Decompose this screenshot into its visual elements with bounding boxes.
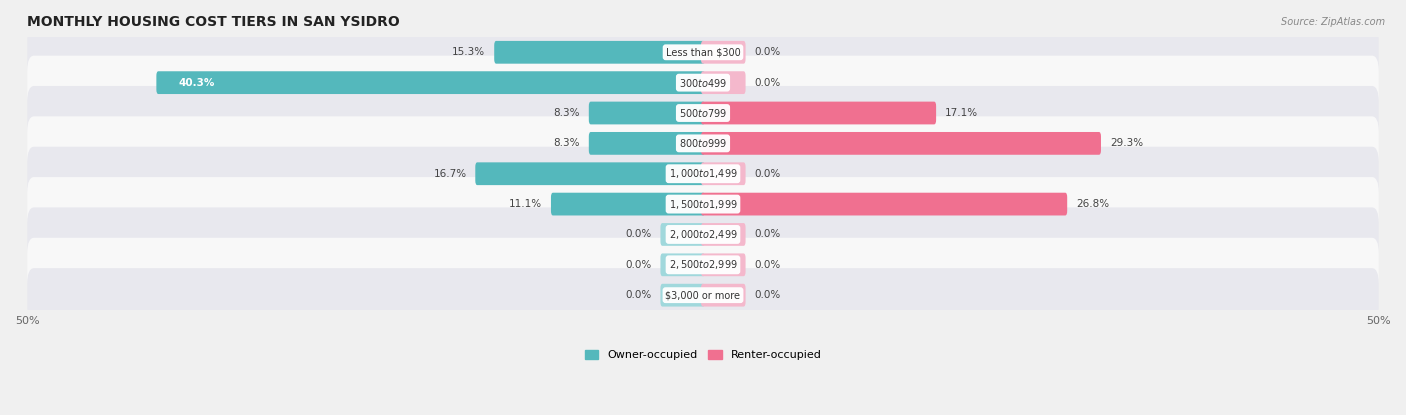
Text: 0.0%: 0.0% [755,169,780,179]
FancyBboxPatch shape [702,223,745,246]
Text: 11.1%: 11.1% [509,199,543,209]
FancyBboxPatch shape [702,41,745,63]
Text: $1,000 to $1,499: $1,000 to $1,499 [669,167,737,180]
FancyBboxPatch shape [589,102,704,124]
Text: $800 to $999: $800 to $999 [679,137,727,149]
FancyBboxPatch shape [27,147,1379,201]
FancyBboxPatch shape [702,193,1067,215]
FancyBboxPatch shape [27,177,1379,231]
Text: 40.3%: 40.3% [179,78,215,88]
FancyBboxPatch shape [661,223,704,246]
Text: $1,500 to $1,999: $1,500 to $1,999 [669,198,737,210]
Text: 15.3%: 15.3% [453,47,485,57]
Text: $500 to $799: $500 to $799 [679,107,727,119]
Text: 0.0%: 0.0% [626,229,651,239]
FancyBboxPatch shape [27,25,1379,79]
Text: 0.0%: 0.0% [755,78,780,88]
Text: $300 to $499: $300 to $499 [679,77,727,89]
Text: $2,500 to $2,999: $2,500 to $2,999 [669,258,737,271]
FancyBboxPatch shape [702,132,1101,155]
Text: Source: ZipAtlas.com: Source: ZipAtlas.com [1281,17,1385,27]
FancyBboxPatch shape [702,102,936,124]
FancyBboxPatch shape [589,132,704,155]
FancyBboxPatch shape [702,71,745,94]
Text: 0.0%: 0.0% [626,290,651,300]
FancyBboxPatch shape [27,268,1379,322]
Text: 0.0%: 0.0% [626,260,651,270]
FancyBboxPatch shape [156,71,704,94]
FancyBboxPatch shape [27,56,1379,110]
Text: 0.0%: 0.0% [755,290,780,300]
Text: Less than $300: Less than $300 [665,47,741,57]
Text: 8.3%: 8.3% [554,108,581,118]
Text: MONTHLY HOUSING COST TIERS IN SAN YSIDRO: MONTHLY HOUSING COST TIERS IN SAN YSIDRO [27,15,401,29]
Text: 26.8%: 26.8% [1076,199,1109,209]
Text: 0.0%: 0.0% [755,47,780,57]
FancyBboxPatch shape [661,254,704,276]
FancyBboxPatch shape [551,193,704,215]
Text: $3,000 or more: $3,000 or more [665,290,741,300]
FancyBboxPatch shape [27,116,1379,171]
FancyBboxPatch shape [27,208,1379,261]
FancyBboxPatch shape [661,284,704,307]
FancyBboxPatch shape [702,254,745,276]
FancyBboxPatch shape [475,162,704,185]
Text: 16.7%: 16.7% [433,169,467,179]
FancyBboxPatch shape [495,41,704,63]
Text: $2,000 to $2,499: $2,000 to $2,499 [669,228,737,241]
Text: 29.3%: 29.3% [1109,138,1143,149]
FancyBboxPatch shape [27,86,1379,140]
FancyBboxPatch shape [27,238,1379,292]
Text: 8.3%: 8.3% [554,138,581,149]
Text: 0.0%: 0.0% [755,260,780,270]
Legend: Owner-occupied, Renter-occupied: Owner-occupied, Renter-occupied [581,346,825,365]
FancyBboxPatch shape [702,162,745,185]
FancyBboxPatch shape [702,284,745,307]
Text: 0.0%: 0.0% [755,229,780,239]
Text: 17.1%: 17.1% [945,108,979,118]
